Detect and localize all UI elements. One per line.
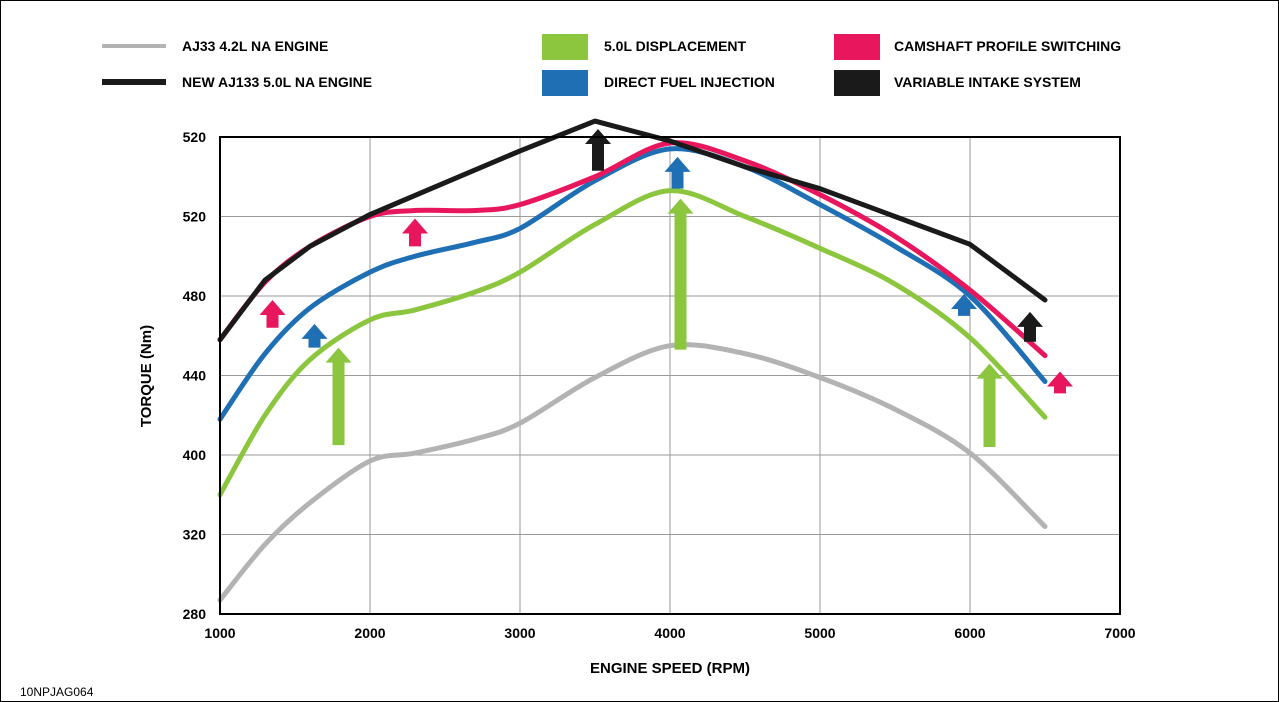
legend-label-intake: VARIABLE INTAKE SYSTEM — [894, 74, 1081, 90]
series-line-direct-fuel-injection — [217, 146, 1048, 422]
y-tick-label: 480 — [183, 288, 207, 304]
y-tick-label: 440 — [183, 368, 207, 384]
y-tick-label: 400 — [183, 447, 207, 463]
improvement-arrows — [259, 129, 1073, 448]
series-line-aj33-4-2l-na-engine — [217, 342, 1048, 603]
improvement-arrow-icon — [325, 347, 352, 446]
y-tick-label: 320 — [183, 527, 207, 543]
series-line-5-0l-displacement — [217, 188, 1048, 498]
improvement-arrow-icon — [951, 294, 977, 316]
legend-label-aj133: NEW AJ133 5.0L NA ENGINE — [182, 74, 372, 90]
plot-area-border — [219, 136, 1121, 615]
y-tick-label: 520 — [183, 129, 207, 145]
x-tick-label: 1000 — [204, 625, 235, 641]
y-axis-title: TORQUE (Nm) — [138, 325, 155, 427]
series-lines — [217, 118, 1048, 603]
series-line-camshaft-profile-switching — [217, 140, 1048, 359]
legend-label-displacement: 5.0L DISPLACEMENT — [604, 38, 747, 54]
legend-box-swatch-direct-injection — [542, 70, 588, 96]
improvement-arrow-icon — [585, 129, 611, 171]
improvement-arrow-icon — [667, 198, 694, 350]
legend-box-swatch-displacement — [542, 34, 588, 60]
tick-labels: 1000 2000 3000 4000 5000 6000 7000 280 320 400 440… — [183, 129, 1136, 641]
legend-label-aj33: AJ33 4.2L NA ENGINE — [182, 38, 328, 54]
y-tick-label: 280 — [183, 606, 207, 622]
series-line-new-aj133-5-0l-na-engine — [217, 118, 1048, 343]
improvement-arrow-icon — [1047, 371, 1073, 394]
legend: AJ33 4.2L NA ENGINE NEW AJ133 5.0L NA EN… — [102, 34, 1121, 96]
figure-code: 10NPJAG064 — [20, 685, 94, 699]
x-tick-label: 7000 — [1104, 625, 1135, 641]
improvement-arrow-icon — [301, 323, 328, 348]
y-tick-label: 520 — [183, 209, 207, 225]
legend-box-swatch-camshaft — [834, 34, 880, 60]
x-tick-label: 6000 — [954, 625, 985, 641]
improvement-arrow-icon — [1017, 311, 1043, 342]
legend-label-direct-injection: DIRECT FUEL INJECTION — [604, 74, 775, 90]
x-tick-label: 2000 — [354, 625, 385, 641]
improvement-arrow-icon — [976, 363, 1003, 448]
legend-label-camshaft: CAMSHAFT PROFILE SWITCHING — [894, 38, 1121, 54]
x-tick-label: 5000 — [804, 625, 835, 641]
x-tick-label: 4000 — [654, 625, 685, 641]
x-tick-label: 3000 — [504, 625, 535, 641]
improvement-arrow-icon — [664, 156, 691, 189]
improvement-arrow-icon — [259, 299, 286, 328]
legend-box-swatch-intake — [834, 70, 880, 96]
x-axis-title: ENGINE SPEED (RPM) — [590, 660, 750, 677]
improvement-arrow-icon — [402, 218, 428, 247]
